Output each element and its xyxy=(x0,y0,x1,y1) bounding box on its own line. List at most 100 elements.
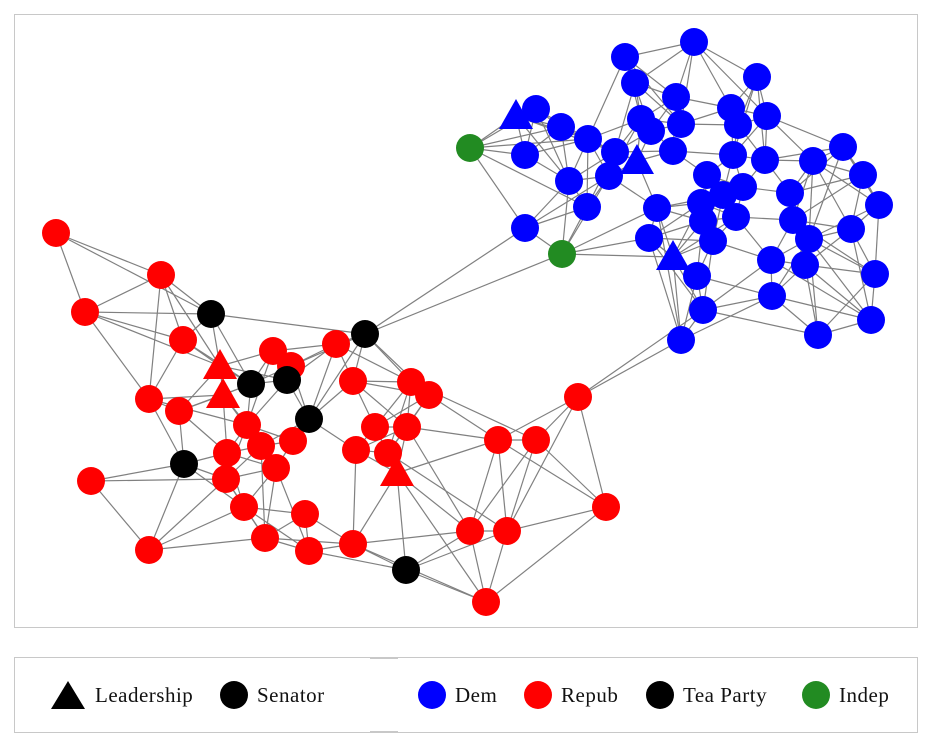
repub-senator-node xyxy=(291,500,319,528)
dem-senator-node xyxy=(791,251,819,279)
repub-senator-node xyxy=(564,383,592,411)
dem-senator-node xyxy=(511,141,539,169)
dem-senator-node xyxy=(861,260,889,288)
repub-senator-node xyxy=(361,413,389,441)
edge xyxy=(506,439,537,532)
dem-senator-node xyxy=(722,203,750,231)
edge xyxy=(577,396,607,508)
edge xyxy=(406,426,499,441)
repub-senator-node xyxy=(493,517,521,545)
repub-senator-node xyxy=(165,397,193,425)
edge xyxy=(648,237,682,341)
repub-senator-node xyxy=(295,537,323,565)
legend-label-tea-party: Tea Party xyxy=(683,682,768,707)
indep-senator-node xyxy=(456,134,484,162)
dem-senator-node xyxy=(595,162,623,190)
edge xyxy=(396,472,407,571)
dem-senator-node xyxy=(724,111,752,139)
repub-leadership-node xyxy=(380,456,414,486)
edge xyxy=(405,530,508,571)
edge xyxy=(260,445,266,539)
dem-senator-node xyxy=(779,206,807,234)
legend-label-repub: Repub xyxy=(561,682,619,707)
dem-leadership-node xyxy=(620,144,654,174)
edge xyxy=(55,232,86,313)
edge xyxy=(396,439,499,474)
dem-senator-node xyxy=(573,193,601,221)
dem-senator-node xyxy=(799,147,827,175)
edge xyxy=(148,506,245,551)
edge xyxy=(702,309,819,336)
repub-senator-node xyxy=(339,530,367,558)
repub-senator-node xyxy=(147,261,175,289)
legend-label-indep: Indep xyxy=(839,682,890,707)
edge xyxy=(148,463,185,551)
edge xyxy=(387,452,508,532)
edge xyxy=(352,449,357,545)
edge xyxy=(469,126,562,149)
edge xyxy=(469,439,499,532)
edge xyxy=(148,274,162,400)
legend-label-leadership: Leadership xyxy=(95,682,194,707)
edge xyxy=(308,550,407,571)
senate-network-graph xyxy=(42,28,893,616)
dem-senator-node xyxy=(837,215,865,243)
repub-senator-node xyxy=(42,219,70,247)
edge xyxy=(587,56,626,140)
network-graph-panel xyxy=(14,14,918,628)
edge xyxy=(680,295,773,341)
repub-senator-node xyxy=(456,517,484,545)
legend: Leadership Senator Dem Repub Tea Party I… xyxy=(14,657,918,733)
repub-senator-node xyxy=(135,536,163,564)
edge xyxy=(160,274,221,367)
dem-senator-node xyxy=(662,83,690,111)
dem-senator-node xyxy=(667,326,695,354)
dem-senator-node xyxy=(689,296,717,324)
nodes-layer xyxy=(42,28,893,616)
edge xyxy=(770,259,872,321)
edge xyxy=(406,426,471,532)
edge xyxy=(90,480,150,551)
repub-senator-node xyxy=(393,413,421,441)
dem-senator-node xyxy=(753,102,781,130)
repub-senator-node xyxy=(247,432,275,460)
repub-senator-node xyxy=(592,493,620,521)
edge xyxy=(808,238,872,321)
repub-circle-icon xyxy=(524,681,552,709)
edge xyxy=(497,396,579,441)
edge xyxy=(84,311,221,367)
tea-party-senator-node xyxy=(351,320,379,348)
edge xyxy=(55,232,212,315)
edge xyxy=(485,506,607,603)
legend-item-dem: Dem xyxy=(417,680,497,710)
edge xyxy=(210,313,366,335)
dem-senator-node xyxy=(667,110,695,138)
dem-senator-node xyxy=(865,191,893,219)
dem-senator-node xyxy=(643,194,671,222)
edge xyxy=(771,295,872,321)
repub-senator-node xyxy=(135,385,163,413)
dem-senator-node xyxy=(601,138,629,166)
edge xyxy=(84,311,212,315)
edge xyxy=(352,530,471,545)
repub-senator-node xyxy=(484,426,512,454)
repub-senator-node xyxy=(71,298,99,326)
dem-senator-node xyxy=(719,141,747,169)
edge xyxy=(308,333,366,420)
repub-leadership-node xyxy=(203,349,237,379)
dem-leadership-node xyxy=(499,99,533,129)
edge xyxy=(497,439,607,508)
edge xyxy=(364,227,526,335)
dem-senator-node xyxy=(621,69,649,97)
dem-senator-node xyxy=(776,179,804,207)
dem-senator-node xyxy=(693,161,721,189)
tea-party-senator-node xyxy=(273,366,301,394)
edge xyxy=(148,398,248,426)
edge xyxy=(577,309,704,398)
repub-leadership-node xyxy=(206,378,240,408)
dem-senator-node xyxy=(709,181,737,209)
repub-senator-node xyxy=(322,330,350,358)
edge xyxy=(506,396,579,532)
tea-party-circle-icon xyxy=(646,681,674,709)
edge xyxy=(396,472,487,603)
